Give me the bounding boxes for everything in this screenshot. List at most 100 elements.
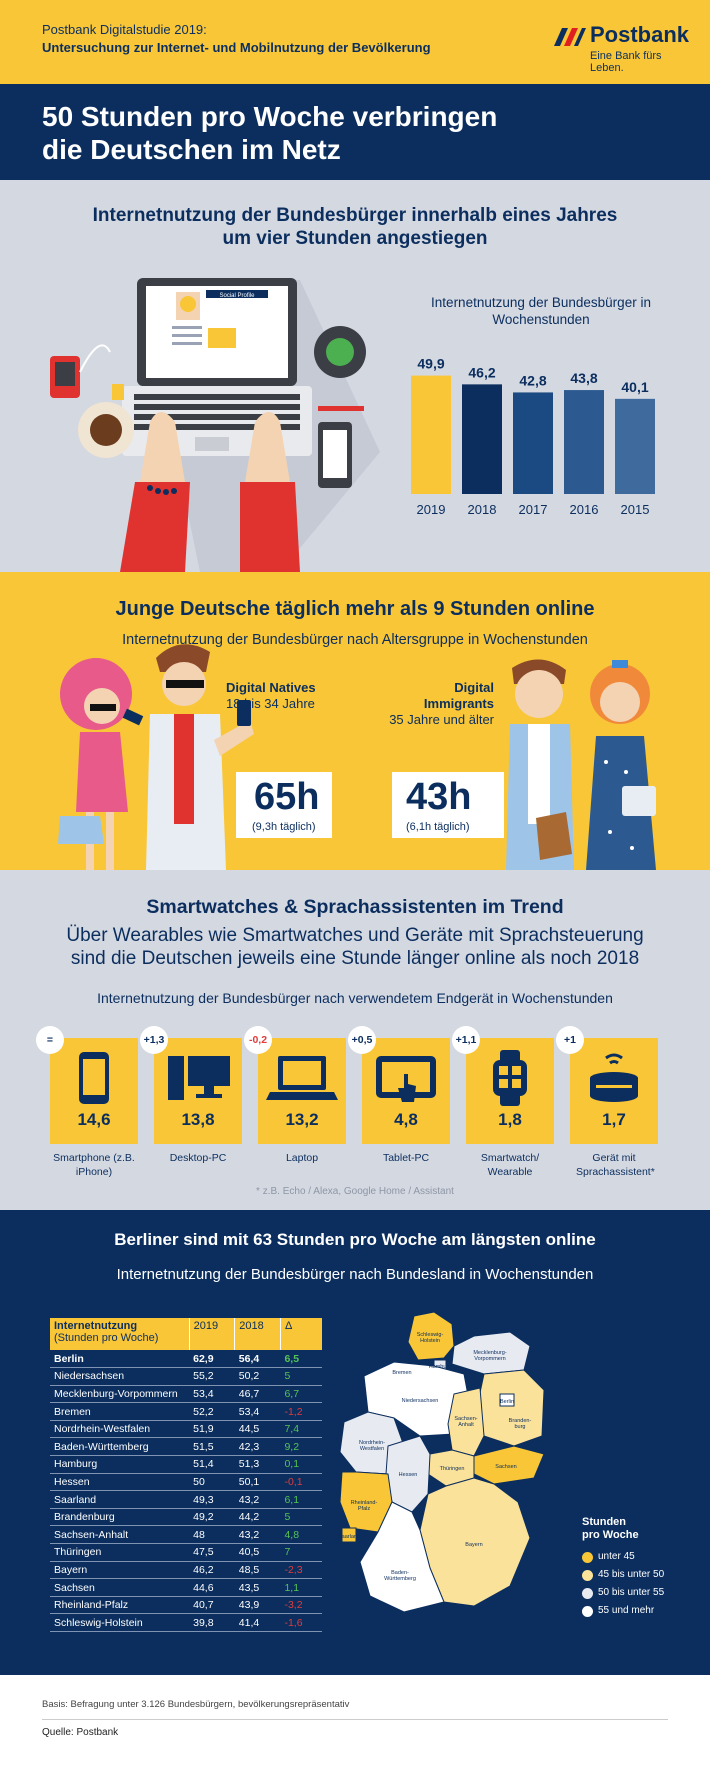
value-2019: 52,2 [189, 1402, 235, 1421]
value-2018: 50,1 [234, 1473, 281, 1492]
smartphone-icon [79, 1052, 109, 1104]
device-tile-laptop: 13,2 [258, 1038, 346, 1144]
state-name: Sachsen [50, 1578, 190, 1597]
value-2018: 51,3 [234, 1455, 281, 1474]
postbank-logo[interactable]: Postbank Eine Bank fürs Leben. [552, 22, 692, 74]
tablet-icon [376, 1056, 436, 1102]
map-label-bayern: Bayern [465, 1542, 482, 1548]
laptop-icon [266, 1056, 338, 1100]
device-label: Gerät mit Sprachassistent* [576, 1152, 655, 1178]
map-region-schleswig-holstein [407, 1311, 455, 1361]
value-2018: 53,4 [234, 1402, 281, 1421]
immigrants-age: 35 Jahre und älter [389, 712, 494, 727]
value-2018: 40,5 [234, 1543, 281, 1562]
value-delta: 6,1 [280, 1490, 322, 1509]
bar-2015 [615, 398, 655, 494]
immigrants-title: Digital Immigrants [423, 680, 494, 711]
state-name: Mecklenburg-Vorpommern [50, 1385, 190, 1404]
state-name: Baden-Württemberg [50, 1437, 190, 1457]
column-header-sub: (Stunden pro Woche) [54, 1332, 159, 1344]
yearly-bar-chart: 49,9 2019 46,2 2018 42,8 2017 43,8 2016 40,1 2015 [411, 356, 655, 517]
device-label: Smartphone (z.B. iPhone) [53, 1152, 135, 1178]
table-row: Baden-Württemberg 51,5 42,3 9,2 [50, 1437, 322, 1457]
device-tile-voice-assistant: 1,7 [570, 1038, 658, 1144]
device-value: 13,2 [285, 1110, 319, 1129]
map-region-mecklenburg-vorpommern [451, 1331, 531, 1375]
footer-basis: Basis: Befragung unter 3.126 Bundesbürge… [42, 1699, 350, 1710]
value-delta: 6,7 [280, 1385, 322, 1404]
footer-divider [42, 1719, 668, 1720]
device-value: 13,8 [181, 1110, 215, 1129]
device-label: Desktop-PC [169, 1152, 227, 1164]
germany-map: Schleswig-Holstein Mecklenburg-Vorpommer… [338, 1311, 545, 1613]
value-delta: -1,6 [280, 1613, 322, 1632]
state-name: Hamburg [50, 1455, 190, 1474]
states-table: Internetnutzung (Stunden pro Woche) 2019… [50, 1318, 322, 1632]
change-badge: +1,1 [452, 1026, 480, 1054]
natives-title: Digital Natives [226, 680, 316, 695]
section1-heading-line2: um vier Stunden angestiegen [222, 228, 488, 249]
bar-value-label: 49,9 [417, 356, 444, 372]
table-row: Hessen 50 50,1 -0,1 [50, 1473, 322, 1492]
natives-daily: (9,3h täglich) [252, 821, 316, 833]
value-2018: 44,2 [234, 1508, 281, 1527]
change-badge: +1 [556, 1026, 584, 1054]
state-name: Schleswig-Holstein [50, 1613, 190, 1632]
value-2019: 51,4 [189, 1455, 235, 1474]
column-header-delta: Δ [280, 1318, 322, 1350]
map-label-baden-wuerttemberg: Baden-Württemberg [384, 1570, 416, 1582]
bar-value-label: 46,2 [468, 364, 495, 380]
value-2018: 43,5 [234, 1578, 281, 1597]
bar-2017 [513, 392, 553, 494]
change-badge: +0,5 [348, 1026, 376, 1054]
x-tick-label: 2019 [417, 502, 446, 517]
value-2019: 53,4 [189, 1385, 235, 1404]
bar-2019 [411, 375, 451, 494]
value-2018: 44,5 [234, 1420, 281, 1439]
natives-hours-box: 65h (9,3h täglich) [236, 772, 332, 838]
section4-heading: Berliner sind mit 63 Stunden pro Woche a… [114, 1230, 596, 1249]
device-value: 14,6 [77, 1110, 111, 1129]
legend-title-line2: pro Woche [582, 1529, 639, 1541]
value-delta: 9,2 [280, 1437, 322, 1457]
people-illustration [58, 644, 656, 870]
study-title: Postbank Digitalstudie 2019: [42, 22, 207, 37]
table-row: Sachsen 44,6 43,5 1,1 [50, 1578, 322, 1597]
value-delta: 4,8 [280, 1525, 322, 1545]
device-chart-title: Internetnutzung der Bundesbürger nach ve… [97, 990, 613, 1006]
study-subtitle: Untersuchung zur Internet- und Mobilnutz… [42, 40, 431, 55]
map-label-mecklenburg-vorpommern: Mecklenburg-Vorpommern [473, 1350, 506, 1362]
section-devices: Smartwatches & Sprachassistenten im Tren… [0, 870, 710, 1210]
legend-item: 50 bis unter 55 [582, 1584, 664, 1602]
value-2019: 39,8 [189, 1613, 235, 1632]
legend-item: unter 45 [582, 1548, 664, 1566]
state-name: Bremen [50, 1402, 190, 1421]
map-label-bremen: Bremen [392, 1370, 411, 1376]
device-tile-desktop: 13,8 [154, 1038, 242, 1144]
footer-source: Quelle: Postbank [42, 1727, 119, 1738]
footnote: * z.B. Echo / Alexa, Google Home / Assis… [256, 1186, 454, 1197]
value-2018: 42,3 [234, 1437, 281, 1457]
device-value: 1,7 [602, 1110, 626, 1129]
map-region-saarland [341, 1527, 357, 1543]
legend-swatch [582, 1587, 593, 1599]
section3-heading: Smartwatches & Sprachassistenten im Tren… [146, 896, 564, 918]
state-name: Nordrhein-Westfalen [50, 1420, 190, 1439]
x-tick-label: 2015 [621, 502, 650, 517]
map-label-sachsen-anhalt: Sachsen-Anhalt [454, 1416, 477, 1428]
table-row: Hamburg 51,4 51,3 0,1 [50, 1455, 322, 1474]
value-2019: 46,2 [189, 1561, 235, 1580]
legend-title-line1: Stunden [582, 1516, 626, 1528]
value-2019: 51,5 [189, 1437, 235, 1457]
legend-label: 50 bis unter 55 [598, 1587, 665, 1598]
map-label-thueringen: Thüringen [440, 1466, 465, 1472]
bar-2018 [462, 384, 502, 494]
legend-title: Stunden pro Woche [582, 1516, 664, 1542]
value-2019: 44,6 [189, 1578, 235, 1597]
digital-immigrants-label: Digital Immigrants 35 Jahre und älter [386, 680, 494, 728]
device-value: 4,8 [394, 1110, 418, 1129]
laptop-illustration: Social Profile [50, 278, 380, 572]
legend-items: unter 45 45 bis unter 50 50 bis unter 55 55… [582, 1548, 664, 1620]
map-label-saarland: Saarland [338, 1534, 360, 1540]
page-title-line1: 50 Stunden pro Woche verbringen [42, 101, 498, 132]
